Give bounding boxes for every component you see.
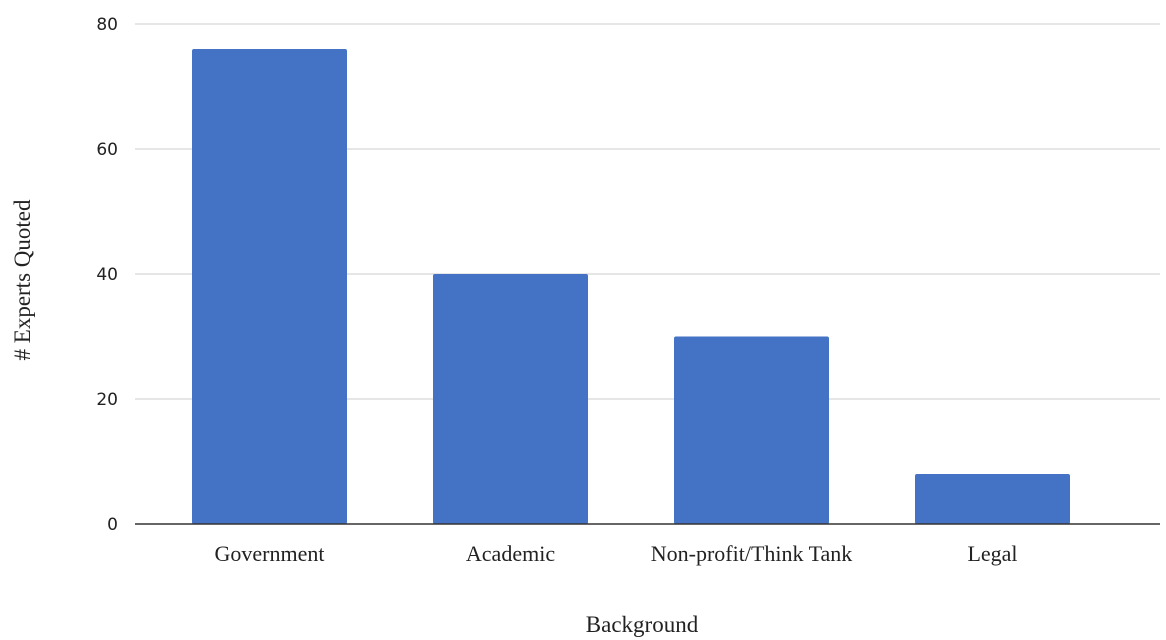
y-tick-label: 0 — [107, 515, 118, 535]
bars — [192, 49, 1070, 524]
bar-academic — [433, 274, 588, 524]
y-tick-label: 20 — [96, 390, 118, 410]
bar-legal — [915, 474, 1070, 524]
y-tick-label: 60 — [96, 140, 118, 160]
y-tick-label: 40 — [96, 265, 118, 285]
x-tick-label: Government — [215, 541, 325, 566]
x-tick-label: Academic — [466, 541, 555, 566]
x-axis-ticks: Government Academic Non-profit/Think Tank L… — [215, 541, 1018, 566]
y-axis-title: # Experts Quoted — [10, 199, 35, 360]
y-axis-ticks: 0 20 40 60 80 — [96, 15, 118, 535]
x-tick-label: Non-profit/Think Tank — [651, 541, 853, 566]
bar-government — [192, 49, 347, 524]
x-axis-title: Background — [586, 612, 699, 637]
y-tick-label: 80 — [96, 15, 118, 35]
x-tick-label: Legal — [967, 541, 1017, 566]
bar-non-profit-think-tank — [674, 336, 829, 524]
